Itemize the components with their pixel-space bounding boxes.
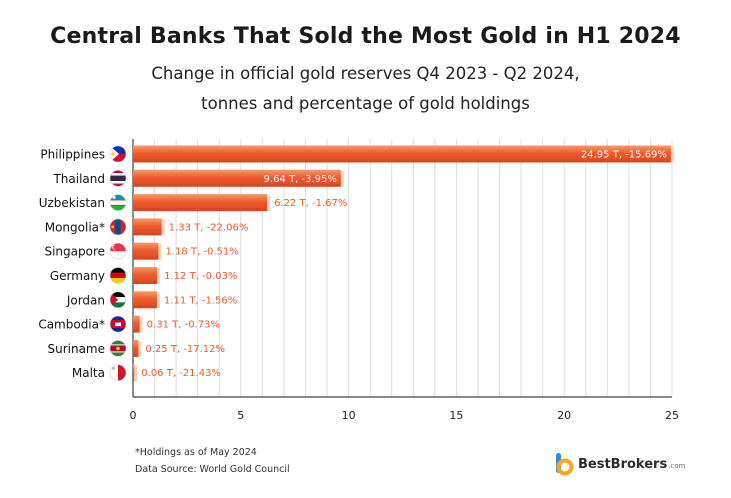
- x-tick-label: 5: [237, 409, 244, 422]
- data-source: Data Source: World Gold Council: [135, 464, 290, 475]
- brand-logo: BestBrokers .com: [554, 452, 685, 476]
- bar-end-cap: [138, 340, 142, 357]
- footnote: *Holdings as of May 2024: [135, 447, 257, 458]
- bar: [133, 242, 159, 257]
- bar: [133, 291, 157, 306]
- bar: [133, 169, 341, 184]
- category-label: Germany: [50, 269, 105, 283]
- bar: [133, 218, 162, 233]
- chart-subtitle-line1: Change in official gold reserves Q4 2023…: [151, 64, 580, 83]
- chart-subtitle-line2: tonnes and percentage of gold holdings: [201, 94, 530, 113]
- bar-end-cap: [161, 219, 165, 236]
- uzbekistan-flag-icon: [109, 194, 127, 211]
- philippines-flag-icon: [109, 145, 127, 163]
- data-label: 1.18 T, -0.51%: [165, 247, 238, 258]
- bestbrokers-logo-icon: [556, 453, 574, 476]
- category-label: Cambodia*: [38, 318, 105, 332]
- bar-end-cap: [267, 195, 271, 212]
- category-label: Thailand: [52, 172, 105, 186]
- data-label: 0.06 T, -21.43%: [141, 368, 221, 379]
- bar-end-cap: [157, 268, 161, 284]
- chart-title: Central Banks That Sold the Most Gold in…: [50, 24, 681, 49]
- data-label: 1.33 T, -22.06%: [169, 222, 249, 233]
- category-label: Suriname: [47, 342, 105, 356]
- data-label: 9.64 T, -3.95%: [264, 174, 337, 185]
- suriname-flag-icon: [109, 340, 127, 357]
- bar: [133, 315, 140, 330]
- malta-flag-icon: [109, 364, 127, 382]
- bar: [133, 194, 268, 209]
- category-label: Singapore: [44, 245, 105, 259]
- category-label: Jordan: [66, 293, 105, 307]
- category-label: Malta: [72, 366, 105, 380]
- cambodia-flag-icon: [109, 315, 127, 333]
- category-label: Philippines: [40, 148, 105, 162]
- x-tick-label: 15: [449, 409, 463, 422]
- brand-name: BestBrokers: [578, 456, 668, 472]
- data-label: 1.12 T, -0.03%: [164, 271, 237, 282]
- bar-end-cap: [158, 243, 162, 260]
- data-label: 24.95 T, -15.69%: [581, 150, 667, 161]
- bar-end-cap: [340, 170, 344, 187]
- x-tick-label: 25: [665, 409, 679, 422]
- data-label: 0.31 T, -0.73%: [147, 320, 220, 331]
- category-label: Uzbekistan: [39, 196, 105, 210]
- jordan-flag-icon: [109, 291, 127, 309]
- bar-end-cap: [156, 292, 160, 309]
- data-label: 0.25 T, -17.12%: [145, 344, 225, 355]
- x-tick-label: 20: [557, 409, 571, 422]
- brand-suffix: .com: [668, 462, 686, 470]
- bar-end-cap: [670, 146, 674, 163]
- bar-end-cap: [134, 365, 138, 382]
- germany-flag-icon: [109, 267, 127, 284]
- data-label: 6.22 T, -1.67%: [274, 198, 347, 209]
- bar: [133, 364, 135, 379]
- bar-end-cap: [139, 316, 143, 333]
- data-label: 1.11 T, -1.56%: [164, 295, 237, 306]
- singapore-flag-icon: [109, 242, 127, 260]
- thailand-flag-icon: [109, 170, 127, 187]
- category-label: Mongolia*: [45, 220, 105, 234]
- x-tick-label: 10: [342, 409, 356, 422]
- bar: [133, 145, 671, 160]
- mongolia-flag-icon: [109, 218, 127, 236]
- bar: [133, 267, 158, 281]
- bar: [133, 339, 139, 354]
- x-tick-label: 0: [130, 409, 137, 422]
